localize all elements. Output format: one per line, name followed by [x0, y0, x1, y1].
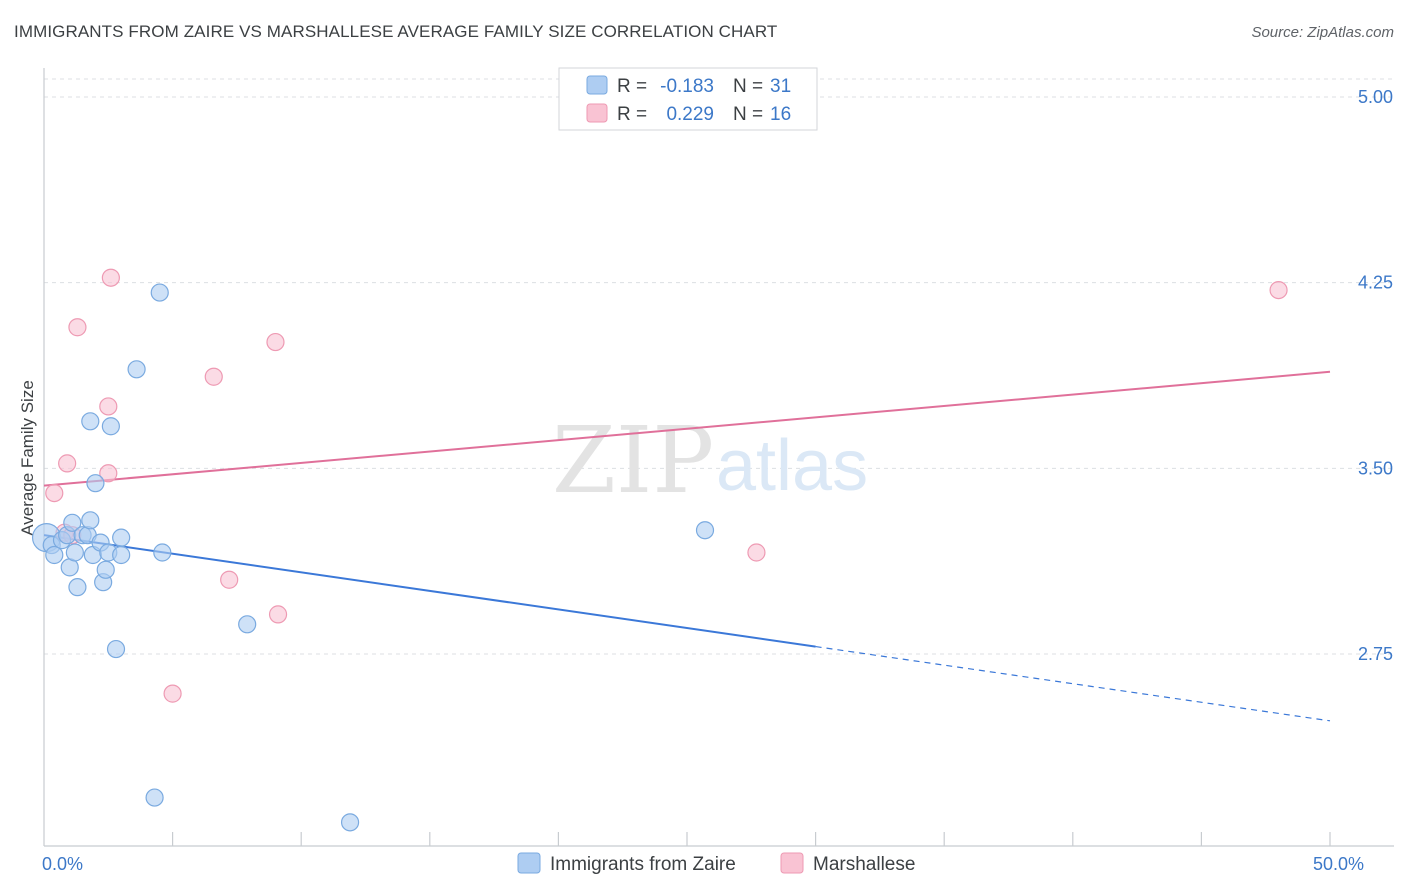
series-legend-swatch-marshallese [780, 852, 804, 874]
point-zaire [127, 360, 146, 379]
point-zaire [340, 813, 360, 832]
trend-lines [43, 370, 1331, 722]
legend-row-2-n-label: N = [733, 104, 763, 125]
legend-row-1-n-label: N = [733, 76, 763, 97]
point-zaire [68, 578, 87, 597]
point-marshallese [747, 543, 766, 562]
data-points [31, 268, 1288, 832]
point-zaire [106, 639, 126, 659]
point-zaire [238, 615, 257, 634]
point-zaire [112, 545, 131, 565]
point-zaire [65, 543, 84, 562]
legend-row-1-r-label: R = [617, 76, 647, 97]
point-marshallese [58, 454, 77, 473]
point-zaire [145, 788, 164, 807]
x-tick-label: 50.0% [1313, 854, 1364, 874]
series-legend-swatch-zaire [517, 852, 541, 874]
source-credit: Source: ZipAtlas.com [1251, 24, 1394, 41]
watermark: ZIP atlas [552, 407, 868, 514]
point-zaire [695, 521, 715, 540]
correlation-legend: R = -0.183 N = 31 R = 0.229 N = 16 [558, 67, 818, 131]
point-marshallese [266, 332, 285, 352]
gridlines [44, 78, 1394, 655]
point-marshallese [99, 397, 118, 416]
point-zaire [153, 543, 172, 562]
point-marshallese [163, 684, 182, 703]
point-zaire [45, 545, 64, 565]
legend-row-2-r-label: R = [617, 104, 647, 125]
x-axis-ticks: 0.0% 50.0% [42, 832, 1364, 874]
trend-line-marshallese [43, 370, 1331, 487]
point-zaire [81, 511, 100, 530]
y-tick-label: 2.75 [1358, 644, 1393, 664]
point-zaire [101, 417, 120, 436]
point-marshallese [204, 367, 223, 386]
legend-swatch-pink [586, 103, 608, 123]
legend-row-1-r-value: -0.183 [660, 76, 714, 97]
point-zaire [81, 412, 100, 431]
series-legend-label-zaire: Immigrants from Zaire [550, 854, 736, 875]
trend-line-zaire-extension [815, 645, 1331, 722]
point-marshallese [220, 570, 239, 589]
y-tick-label: 4.25 [1358, 273, 1393, 293]
point-marshallese [68, 318, 87, 337]
point-zaire [63, 513, 82, 532]
series-legend-label-marshallese: Marshallese [813, 854, 915, 875]
y-axis-title: Average Family Size [18, 380, 37, 536]
point-marshallese [101, 268, 120, 287]
point-marshallese [1269, 280, 1288, 300]
y-tick-label: 3.50 [1358, 458, 1393, 478]
point-marshallese [99, 464, 118, 483]
trend-line-zaire [43, 534, 816, 648]
point-zaire [112, 528, 131, 547]
y-tick-label: 5.00 [1358, 87, 1393, 107]
watermark-zip: ZIP [552, 407, 714, 514]
point-zaire [96, 560, 115, 579]
chart-title: IMMIGRANTS FROM ZAIRE VS MARSHALLESE AVE… [14, 22, 778, 41]
y-axis-ticks: 2.75 3.50 4.25 5.00 [1358, 87, 1393, 664]
point-zaire [150, 283, 169, 302]
point-marshallese [45, 483, 64, 503]
x-tick-label: 0.0% [42, 854, 83, 874]
legend-row-1-n-value: 31 [770, 76, 791, 97]
axes [43, 68, 1394, 847]
point-marshallese [268, 605, 288, 624]
legend-row-2-n-value: 16 [770, 104, 791, 125]
point-zaire [86, 474, 105, 493]
series-legend: Immigrants from Zaire Marshallese [517, 852, 915, 875]
legend-swatch-blue [586, 75, 608, 95]
legend-row-2-r-value: 0.229 [666, 104, 714, 125]
watermark-atlas: atlas [716, 426, 868, 506]
